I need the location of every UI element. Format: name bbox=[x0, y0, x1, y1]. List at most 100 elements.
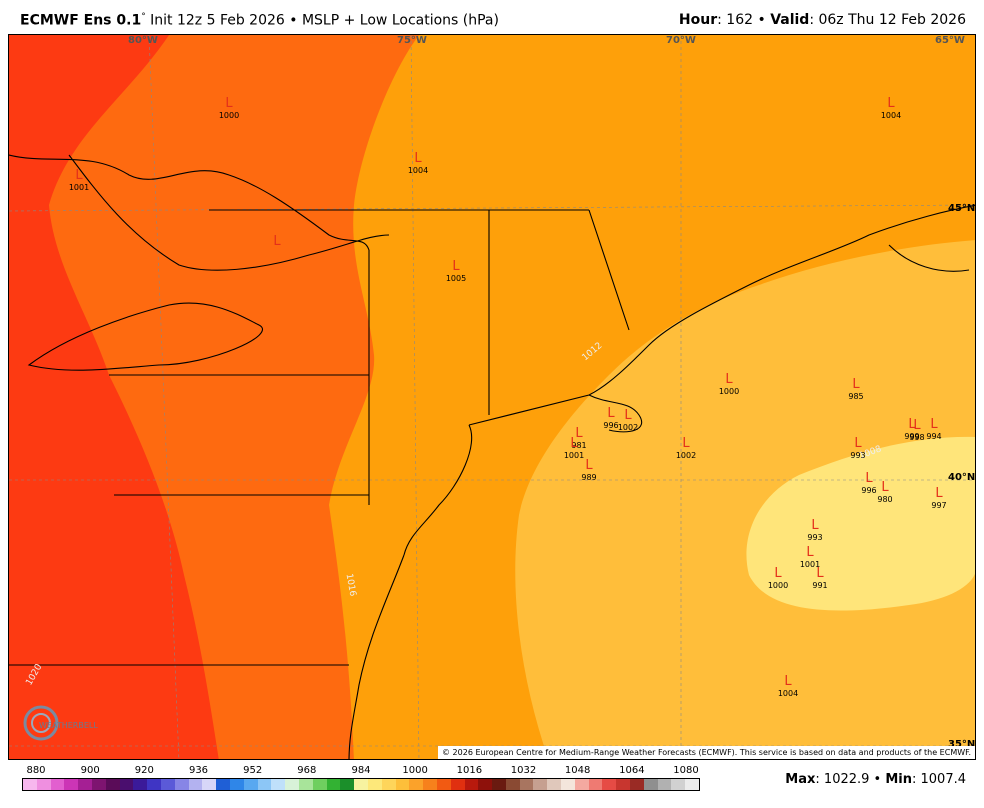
lon-label-80w: 80°W bbox=[128, 35, 158, 46]
colorbar-swatch bbox=[616, 779, 631, 790]
map-panel[interactable]: 80°W 75°W 70°W 65°W 45°N 40°N 35°N 1012 … bbox=[8, 34, 976, 760]
low-marker: L 998 bbox=[897, 419, 937, 444]
colorbar-swatch bbox=[519, 779, 534, 790]
low-marker: L 1000 bbox=[709, 373, 749, 398]
low-pressure-value: 994 bbox=[926, 432, 942, 441]
colorbar-swatch bbox=[478, 779, 493, 790]
valid-label: Valid bbox=[770, 12, 810, 28]
colorbar-swatch bbox=[229, 779, 244, 790]
low-marker: L 1004 bbox=[768, 675, 808, 700]
lat-label-45n: 45°N bbox=[948, 203, 976, 214]
low-pressure-value: 1001 bbox=[799, 560, 821, 569]
low-symbol: L bbox=[225, 96, 233, 111]
colorbar-tick-label: 1032 bbox=[510, 765, 537, 776]
colorbar-tick-label: 952 bbox=[243, 765, 263, 776]
min-value: : 1007.4 bbox=[912, 772, 966, 787]
low-marker: L 1004 bbox=[871, 97, 911, 122]
low-symbol: L bbox=[806, 545, 814, 560]
map-svg bbox=[9, 35, 975, 759]
valid-time: Hour: 162 • Valid: 06z Thu 12 Feb 2026 bbox=[679, 12, 966, 28]
colorbar-swatch bbox=[119, 779, 134, 790]
colorbar-swatch bbox=[340, 779, 355, 790]
low-marker: L 996 bbox=[849, 472, 889, 497]
low-marker: L 994 bbox=[914, 418, 954, 443]
low-symbol: L bbox=[725, 372, 733, 387]
low-pressure-value: 1000 bbox=[218, 111, 240, 120]
colorbar-tick-label: 936 bbox=[188, 765, 209, 776]
colorbar-swatch bbox=[547, 779, 562, 790]
colorbar-swatch bbox=[133, 779, 148, 790]
low-symbol: L bbox=[935, 486, 943, 501]
low-marker: L 1005 bbox=[436, 260, 476, 285]
low-symbol: L bbox=[784, 674, 792, 689]
low-marker: L 997 bbox=[919, 487, 959, 512]
logo-text: WEATHERBELL bbox=[39, 721, 98, 730]
low-pressure-value: 1002 bbox=[617, 423, 639, 432]
max-value: : 1022.9 • bbox=[815, 772, 886, 787]
low-marker: L 996 bbox=[591, 407, 631, 432]
colorbar-swatch bbox=[367, 779, 382, 790]
low-marker: L bbox=[257, 235, 297, 248]
lon-label-70w: 70°W bbox=[666, 35, 696, 46]
low-pressure-value: 991 bbox=[812, 581, 828, 590]
low-marker: L 1004 bbox=[398, 152, 438, 177]
copyright-credit: © 2026 European Centre for Medium-Range … bbox=[438, 746, 975, 759]
lat-label-35n: 35°N bbox=[948, 739, 976, 750]
low-pressure-value: 996 bbox=[603, 421, 619, 430]
colorbar-swatch bbox=[216, 779, 230, 790]
low-marker: L 993 bbox=[838, 437, 878, 462]
colorbar-swatch bbox=[105, 779, 120, 790]
colorbar-swatch bbox=[464, 779, 479, 790]
logo-swirl-icon: WEATHERBELL bbox=[23, 705, 98, 741]
colorbar-swatch bbox=[381, 779, 396, 790]
colorbar-swatch bbox=[574, 779, 589, 790]
colorbar-swatch bbox=[91, 779, 106, 790]
colorbar-swatch bbox=[395, 779, 410, 790]
low-pressure-value: 1005 bbox=[445, 274, 467, 283]
colorbar-swatch bbox=[505, 779, 520, 790]
low-marker: L 981 bbox=[559, 427, 599, 452]
low-symbol: L bbox=[585, 458, 593, 473]
colorbar-swatch bbox=[409, 779, 424, 790]
hour-value: : 162 • bbox=[717, 12, 771, 28]
colorbar-swatch bbox=[630, 779, 644, 790]
colorbar-swatch bbox=[450, 779, 465, 790]
low-marker: L 980 bbox=[865, 481, 905, 506]
colorbar-swatch bbox=[147, 779, 161, 790]
low-marker: L 991 bbox=[800, 567, 840, 592]
low-marker: L 1001 bbox=[554, 437, 594, 462]
low-symbol: L bbox=[774, 566, 782, 581]
coastlines bbox=[9, 154, 975, 759]
low-symbol: L bbox=[852, 377, 860, 392]
low-symbol: L bbox=[908, 417, 916, 432]
colorbar-tick-label: 984 bbox=[351, 765, 371, 776]
colorbar-swatch bbox=[588, 779, 603, 790]
colorbar-swatch bbox=[243, 779, 258, 790]
max-label: Max bbox=[785, 772, 816, 787]
colorbar-swatch bbox=[285, 779, 299, 790]
low-pressure-value: 997 bbox=[931, 501, 947, 510]
fill-1004 bbox=[746, 436, 975, 611]
low-pressure-value: 1000 bbox=[767, 581, 789, 590]
low-marker: L 1001 bbox=[59, 169, 99, 194]
fill-1020 bbox=[9, 35, 219, 759]
colorbar-swatch bbox=[202, 779, 217, 790]
colorbar-ticks: 880 900 920 936 952 968 984 1000 1016 1032 1048 106… bbox=[22, 765, 702, 777]
low-pressure-value: 993 bbox=[850, 451, 866, 460]
low-marker: L 1000 bbox=[209, 97, 249, 122]
low-symbol: L bbox=[930, 417, 938, 432]
colorbar-tick-label: 1048 bbox=[564, 765, 591, 776]
colorbar-swatch bbox=[23, 779, 37, 790]
low-symbol: L bbox=[75, 168, 83, 183]
colorbar-swatch bbox=[160, 779, 175, 790]
colorbar-swatch bbox=[671, 779, 686, 790]
low-symbol: L bbox=[575, 426, 583, 441]
colorbar-tick-label: 1080 bbox=[673, 765, 699, 776]
low-pressure-value: 1001 bbox=[68, 183, 90, 192]
hour-label: Hour bbox=[678, 12, 718, 28]
lon-label-75w: 75°W bbox=[397, 35, 427, 46]
low-pressure-value: 1000 bbox=[718, 387, 740, 396]
model-name: ECMWF Ens 0.1 bbox=[20, 12, 142, 29]
colorbar-swatch bbox=[312, 779, 327, 790]
colorbar-swatch bbox=[657, 779, 672, 790]
